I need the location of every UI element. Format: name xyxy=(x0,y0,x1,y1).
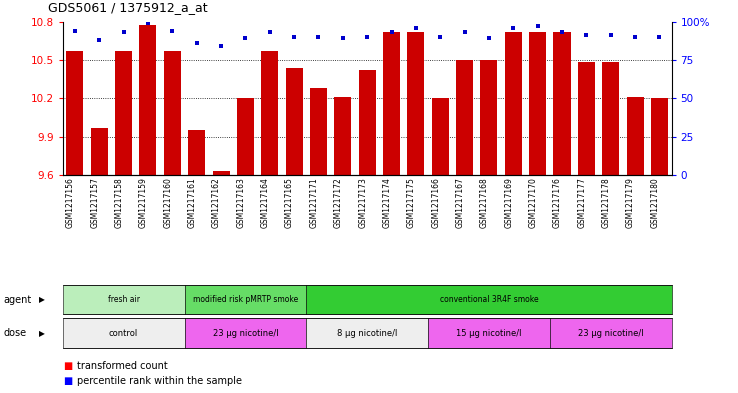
Point xyxy=(337,35,349,42)
Bar xyxy=(310,88,327,175)
Point xyxy=(362,34,373,40)
Bar xyxy=(237,98,254,175)
Bar xyxy=(432,98,449,175)
Text: GSM1217157: GSM1217157 xyxy=(90,177,99,228)
Point xyxy=(508,25,520,31)
Text: agent: agent xyxy=(4,295,32,305)
Point xyxy=(142,20,154,26)
Text: GSM1217168: GSM1217168 xyxy=(480,177,489,228)
Text: GSM1217164: GSM1217164 xyxy=(261,177,270,228)
Text: GSM1217174: GSM1217174 xyxy=(382,177,392,228)
Point xyxy=(605,32,617,39)
Text: 23 μg nicotine/l: 23 μg nicotine/l xyxy=(213,329,278,338)
Bar xyxy=(651,98,668,175)
Text: GSM1217160: GSM1217160 xyxy=(163,177,172,228)
Point xyxy=(167,28,179,34)
Text: GSM1217156: GSM1217156 xyxy=(66,177,75,228)
Bar xyxy=(407,32,424,175)
Point xyxy=(69,28,81,34)
Bar xyxy=(529,32,546,175)
Text: GSM1217161: GSM1217161 xyxy=(187,177,196,228)
Text: GSM1217175: GSM1217175 xyxy=(407,177,416,228)
Bar xyxy=(66,51,83,175)
Text: GSM1217163: GSM1217163 xyxy=(236,177,245,228)
Bar xyxy=(286,68,303,175)
Bar xyxy=(627,97,644,175)
Bar xyxy=(578,62,595,175)
Point xyxy=(289,34,300,40)
Text: 15 μg nicotine/l: 15 μg nicotine/l xyxy=(456,329,522,338)
Text: modified risk pMRTP smoke: modified risk pMRTP smoke xyxy=(193,295,298,304)
Text: ■: ■ xyxy=(63,361,72,371)
Text: control: control xyxy=(109,329,138,338)
Text: GSM1217165: GSM1217165 xyxy=(285,177,294,228)
Bar xyxy=(505,32,522,175)
Text: conventional 3R4F smoke: conventional 3R4F smoke xyxy=(440,295,538,304)
Text: GSM1217179: GSM1217179 xyxy=(626,177,635,228)
Text: GSM1217172: GSM1217172 xyxy=(334,177,343,228)
Point xyxy=(435,34,446,40)
Point xyxy=(630,34,641,40)
Text: ▶: ▶ xyxy=(39,295,45,304)
Point xyxy=(459,29,471,35)
Bar xyxy=(139,26,156,175)
Text: GDS5061 / 1375912_a_at: GDS5061 / 1375912_a_at xyxy=(48,1,207,14)
Bar xyxy=(383,32,400,175)
Text: GSM1217158: GSM1217158 xyxy=(114,177,124,228)
Bar xyxy=(456,60,473,175)
Text: ■: ■ xyxy=(63,376,72,386)
Point xyxy=(556,29,568,35)
Text: GSM1217171: GSM1217171 xyxy=(309,177,319,228)
Text: GSM1217166: GSM1217166 xyxy=(431,177,440,228)
Text: GSM1217178: GSM1217178 xyxy=(601,177,611,228)
Bar xyxy=(188,130,205,175)
Point xyxy=(483,35,495,42)
Bar xyxy=(261,51,278,175)
Bar xyxy=(359,70,376,175)
Text: fresh air: fresh air xyxy=(108,295,139,304)
Point xyxy=(581,32,593,39)
Text: ▶: ▶ xyxy=(39,329,45,338)
Point xyxy=(239,35,251,42)
Text: GSM1217167: GSM1217167 xyxy=(455,177,465,228)
Point xyxy=(215,43,227,49)
Text: GSM1217180: GSM1217180 xyxy=(650,177,660,228)
Text: transformed count: transformed count xyxy=(77,361,168,371)
Point xyxy=(654,34,666,40)
Bar xyxy=(91,128,108,175)
Point xyxy=(264,29,276,35)
Point xyxy=(385,29,397,35)
Bar xyxy=(554,32,570,175)
Text: dose: dose xyxy=(4,328,27,338)
Bar xyxy=(164,51,181,175)
Point xyxy=(118,29,130,35)
Text: percentile rank within the sample: percentile rank within the sample xyxy=(77,376,243,386)
Point xyxy=(531,23,543,29)
Point xyxy=(313,34,325,40)
Bar xyxy=(480,60,497,175)
Point xyxy=(190,40,202,46)
Text: GSM1217176: GSM1217176 xyxy=(553,177,562,228)
Text: GSM1217169: GSM1217169 xyxy=(504,177,514,228)
Text: GSM1217173: GSM1217173 xyxy=(358,177,368,228)
Text: GSM1217159: GSM1217159 xyxy=(139,177,148,228)
Bar xyxy=(115,51,132,175)
Text: 8 μg nicotine/l: 8 μg nicotine/l xyxy=(337,329,397,338)
Text: GSM1217162: GSM1217162 xyxy=(212,177,221,228)
Text: 23 μg nicotine/l: 23 μg nicotine/l xyxy=(578,329,644,338)
Point xyxy=(410,25,422,31)
Text: GSM1217170: GSM1217170 xyxy=(528,177,537,228)
Bar xyxy=(602,62,619,175)
Text: GSM1217177: GSM1217177 xyxy=(577,177,586,228)
Point xyxy=(93,37,106,43)
Bar xyxy=(334,97,351,175)
Bar xyxy=(213,171,230,175)
